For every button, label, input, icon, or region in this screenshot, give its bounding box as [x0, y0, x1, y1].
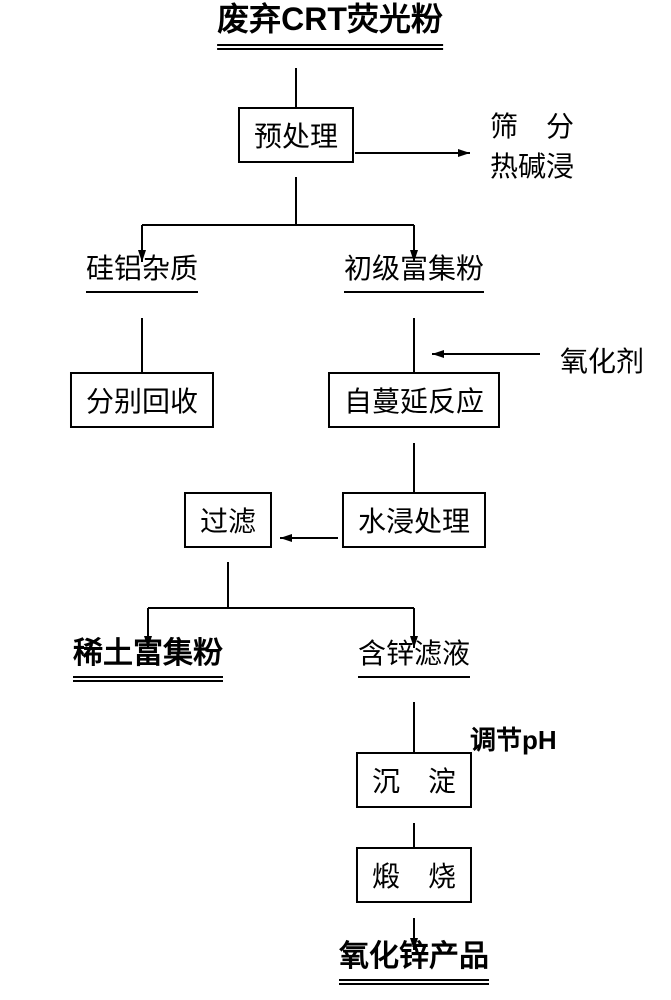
- node-primary: 初级富集粉: [344, 247, 484, 293]
- node-adjpH: 调节pH: [470, 720, 557, 757]
- node-reConc: 稀土富集粉: [73, 628, 223, 682]
- node-pretreat: 预处理: [238, 107, 354, 163]
- node-side1a: 筛 分: [490, 105, 574, 145]
- node-znLiq: 含锌滤液: [358, 632, 470, 678]
- node-title: 废弃CRT荧光粉: [217, 0, 443, 50]
- node-recover: 分别回收: [70, 372, 214, 428]
- node-shs: 自蔓延反应: [328, 372, 500, 428]
- node-filter: 过滤: [184, 492, 272, 548]
- node-oxidant: 氧化剂: [560, 340, 644, 380]
- node-calcine: 煅 烧: [356, 847, 472, 903]
- node-side1b: 热碱浸: [490, 145, 574, 185]
- node-precip: 沉 淀: [356, 752, 472, 808]
- node-siAl: 硅铝杂质: [86, 247, 198, 293]
- node-leach: 水浸处理: [342, 492, 486, 548]
- node-zno: 氧化锌产品: [339, 931, 489, 985]
